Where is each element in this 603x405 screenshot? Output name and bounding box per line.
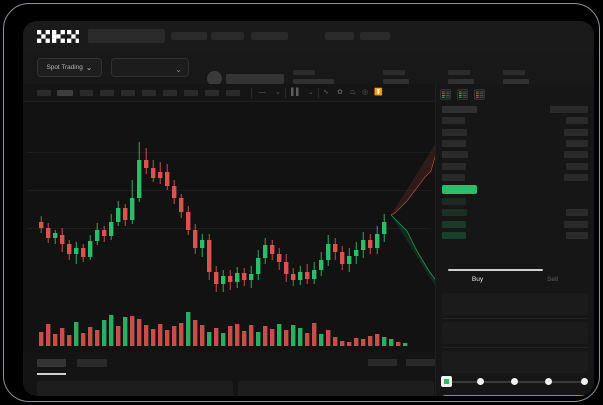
- orderbook-header-size: [550, 106, 588, 113]
- orderbook-spread-price: [442, 185, 477, 195]
- tab-buy[interactable]: Buy: [471, 276, 484, 283]
- bottom-card-left[interactable]: [37, 381, 233, 396]
- orderbook-bid-row-size: [566, 209, 588, 217]
- tab-order-history[interactable]: [77, 359, 107, 367]
- orderbook-bid-row[interactable]: [442, 220, 466, 228]
- orderbook-ask-row-size: [564, 151, 588, 159]
- instrument-bar: Spot Trading ⌄ ⌄: [23, 52, 594, 84]
- orderbook-bid-row-size: [564, 220, 588, 228]
- order-type-row[interactable]: [442, 293, 588, 315]
- orderbook-ask-row[interactable]: [442, 162, 466, 170]
- slider-step-dot[interactable]: [511, 378, 518, 385]
- chart-gridline: [27, 228, 431, 229]
- orderbook-bid-row-size: [566, 232, 588, 239]
- timeframe-5m[interactable]: [57, 90, 73, 96]
- top-navigation-bar: [23, 21, 594, 52]
- pair-name-label: [226, 74, 284, 84]
- chevron-down-icon-2[interactable]: ⌄: [308, 89, 314, 96]
- orderbook-ask-row-size: [564, 173, 588, 181]
- orderbook-ask-row[interactable]: [442, 151, 468, 159]
- bottom-action-1[interactable]: [368, 359, 397, 366]
- bar-style-icon[interactable]: ▌▌: [291, 89, 301, 96]
- chevron-down-icon[interactable]: ⌄: [275, 89, 281, 96]
- form-divider-2: [442, 347, 588, 348]
- search-input[interactable]: [88, 29, 165, 43]
- timeframe-1m[interactable]: [37, 90, 51, 96]
- timeframe-1w[interactable]: [184, 90, 198, 96]
- timeframe-more[interactable]: [226, 90, 240, 96]
- chart-gridline: [27, 190, 431, 191]
- device-bezel: Spot Trading ⌄ ⌄: [9, 9, 594, 396]
- orderbook-ask-row-size: [566, 162, 588, 170]
- timeframe-1d[interactable]: [163, 90, 177, 96]
- orderbook-bid-row[interactable]: [442, 232, 466, 239]
- orders-panel: [23, 352, 435, 396]
- settings-icon[interactable]: ◎: [362, 89, 369, 96]
- price-chart-pane[interactable]: [23, 102, 451, 352]
- coin-avatar: [207, 71, 222, 86]
- orderbook-ask-row[interactable]: [442, 128, 467, 136]
- bottom-action-2[interactable]: [406, 359, 435, 366]
- orderbook-ask-row[interactable]: [442, 139, 466, 147]
- app-screen: Spot Trading ⌄ ⌄: [23, 21, 594, 396]
- orderbook-bid-row[interactable]: [442, 198, 466, 206]
- nav-item-earn[interactable]: [251, 32, 288, 40]
- chevron-down-icon: ⌄: [85, 62, 93, 72]
- timeframe-30m[interactable]: [100, 90, 114, 96]
- price-row[interactable]: [442, 322, 588, 344]
- orderbook-ask-row-size: [566, 139, 588, 147]
- metric-24h-volume: [503, 70, 529, 84]
- toolbar-divider-3: [318, 88, 319, 98]
- tab-sell[interactable]: Sell: [547, 276, 558, 283]
- tab-open-orders[interactable]: [37, 359, 66, 367]
- account-badge[interactable]: [360, 32, 390, 40]
- fullscreen-icon[interactable]: ⏬: [374, 89, 383, 96]
- orderbook-header[interactable]: [442, 106, 477, 113]
- amount-row[interactable]: [442, 351, 588, 373]
- toolbar-divider-2: [285, 88, 286, 98]
- orderbook-and-order-form: Buy Sell: [435, 84, 594, 396]
- chart-gridline: [27, 152, 431, 153]
- trading-mode-select[interactable]: Spot Trading ⌄: [37, 58, 102, 77]
- timeframe-15m[interactable]: [80, 90, 93, 96]
- candlestick-series: [39, 142, 387, 292]
- orderbook-mode-both-icon[interactable]: [440, 89, 451, 100]
- trading-pair-select[interactable]: ⌄: [111, 58, 189, 77]
- timeframe-4h[interactable]: [142, 90, 156, 96]
- nav-item-markets[interactable]: [211, 32, 244, 40]
- orderbook-ask-row[interactable]: [442, 173, 465, 181]
- metric-last-price: [293, 70, 334, 84]
- metric-24h-high: [448, 70, 474, 84]
- volume-series: [39, 312, 408, 346]
- buy-submit-button[interactable]: [442, 395, 588, 396]
- orderbook-mode-asks-icon[interactable]: [474, 89, 485, 100]
- orderbook-ask-row[interactable]: [442, 117, 465, 125]
- slider-step-dot[interactable]: [581, 378, 588, 385]
- orderbook-ask-row-size: [566, 117, 588, 125]
- wave-icon[interactable]: ∿: [323, 89, 329, 96]
- nav-item-trade[interactable]: [171, 32, 207, 40]
- chevron-down-icon: ⌄: [175, 65, 182, 74]
- timeframe-1h[interactable]: [121, 90, 135, 96]
- slider-step-dot[interactable]: [477, 378, 484, 385]
- toolbar-divider-1: [251, 88, 252, 98]
- metric-24h-change: [383, 70, 409, 84]
- okx-logo[interactable]: [37, 30, 79, 43]
- pencil-icon[interactable]: ✿: [337, 89, 343, 96]
- orderbook-mode-bids-icon[interactable]: [457, 89, 468, 100]
- amount-slider-handle[interactable]: [441, 376, 452, 387]
- indicator-icon[interactable]: ⎯⎯: [259, 89, 266, 96]
- orderbook-form-divider: [448, 269, 543, 271]
- camera-icon[interactable]: ⏢: [350, 89, 356, 96]
- tablet-device-frame: Spot Trading ⌄ ⌄: [3, 3, 600, 402]
- orderbook-bid-row[interactable]: [442, 209, 467, 217]
- active-tab-underline: [37, 373, 66, 375]
- trading-mode-label: Spot Trading: [46, 64, 83, 71]
- bottom-card-right[interactable]: [238, 381, 434, 396]
- slider-step-dot[interactable]: [545, 378, 552, 385]
- timeframe-1month[interactable]: [205, 90, 219, 96]
- nav-item-more[interactable]: [325, 32, 354, 40]
- form-divider-1: [442, 318, 588, 319]
- orderbook-ask-row-size: [564, 128, 588, 136]
